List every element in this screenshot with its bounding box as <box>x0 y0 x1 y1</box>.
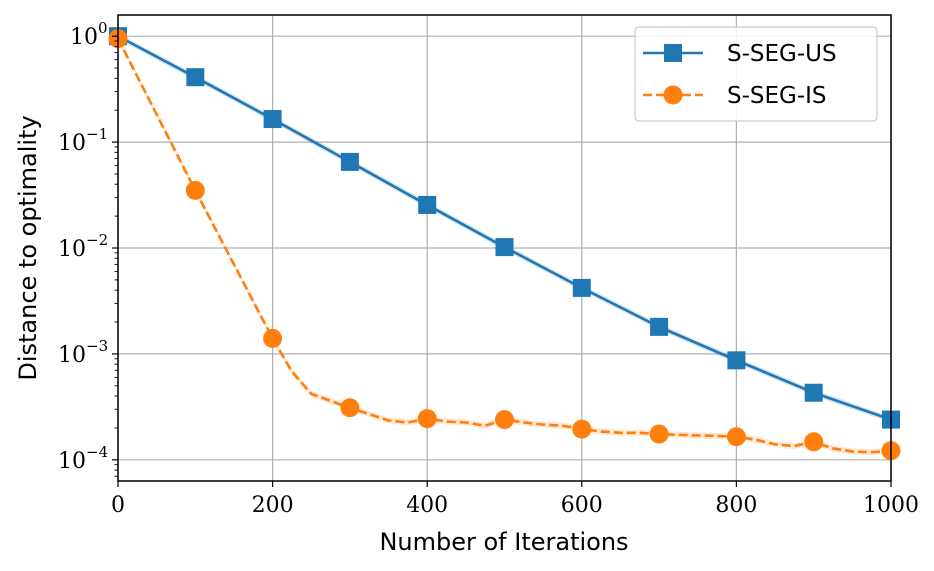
x-tick-label: 1000 <box>863 493 919 518</box>
x-tick-label: 400 <box>406 493 448 518</box>
data-point <box>263 328 283 348</box>
data-point <box>186 68 205 87</box>
data-point <box>340 152 359 171</box>
y-tick-label: 10 <box>58 449 86 474</box>
data-point <box>417 409 437 429</box>
legend-label: S-SEG-IS <box>727 83 827 109</box>
data-point <box>340 398 360 418</box>
y-tick-label: 10 <box>58 131 86 156</box>
data-point <box>726 427 746 447</box>
x-tick-label: 800 <box>715 493 757 518</box>
x-tick-label: 0 <box>111 493 125 518</box>
x-axis-ticks: 0 200 400 600 800 1000 <box>111 481 919 518</box>
y-tick-label: 10 <box>58 237 86 262</box>
y-tick-exponent: −2 <box>86 231 108 249</box>
data-point <box>650 317 669 336</box>
y-tick-label: 10 <box>58 343 86 368</box>
data-point <box>418 195 437 214</box>
y-tick-exponent: −4 <box>86 443 108 461</box>
y-tick-exponent: 0 <box>98 19 108 37</box>
data-point <box>495 410 514 430</box>
y-axis-title: Distance to optimality <box>14 115 42 380</box>
legend-marker <box>664 44 682 62</box>
x-axis-title: Number of Iterations <box>379 528 628 556</box>
legend-label: S-SEG-US <box>727 41 837 67</box>
data-point <box>185 180 205 200</box>
data-point <box>804 432 824 452</box>
data-point <box>649 424 669 444</box>
data-point <box>495 238 514 257</box>
data-point <box>263 110 282 129</box>
legend: S-SEG-US S-SEG-IS <box>634 26 878 122</box>
x-tick-label: 600 <box>561 493 603 518</box>
series-line <box>116 37 892 454</box>
y-tick-exponent: −1 <box>86 125 108 143</box>
legend-box <box>634 26 878 122</box>
data-point <box>572 278 591 297</box>
y-tick-exponent: −3 <box>86 337 108 355</box>
y-tick-label: 10 <box>70 25 98 50</box>
x-tick-label: 200 <box>252 493 294 518</box>
legend-marker <box>663 85 683 105</box>
data-point <box>572 419 592 439</box>
data-point <box>727 351 746 370</box>
data-point <box>804 383 823 402</box>
